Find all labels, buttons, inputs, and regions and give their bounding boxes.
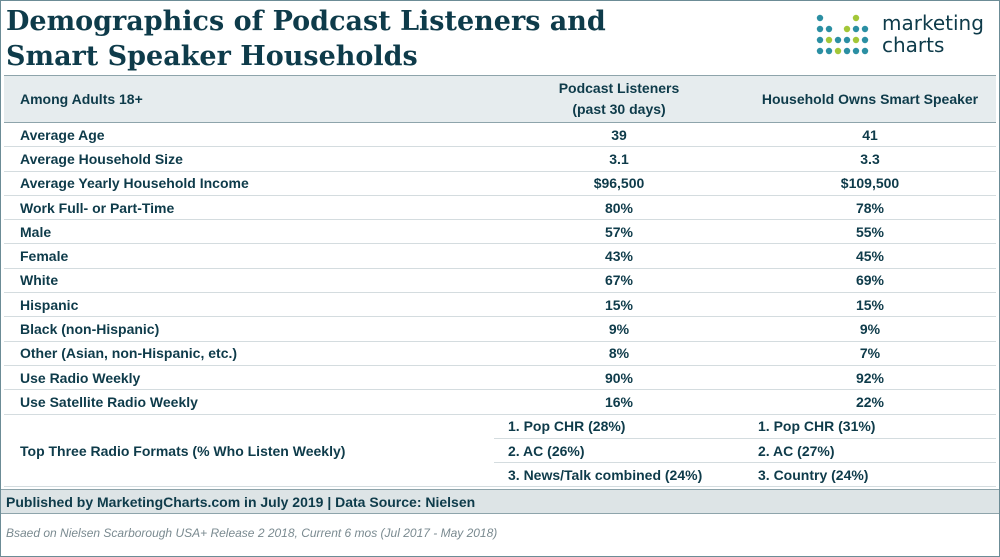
table-row: Use Satellite Radio Weekly 16% 22%	[4, 389, 996, 415]
format-podcast-item: 1. Pop CHR (28%)	[494, 414, 744, 439]
logo-dot	[816, 47, 824, 55]
row-speaker-value: 78%	[744, 195, 996, 221]
title-line-1: Demographics of Podcast Listeners and	[6, 6, 606, 37]
row-label: Work Full- or Part-Time	[4, 195, 494, 221]
table-row: Other (Asian, non-Hispanic, etc.) 8% 7%	[4, 341, 996, 366]
row-speaker-value: 69%	[744, 268, 996, 294]
row-podcast-value: 16%	[494, 389, 744, 415]
row-podcast-value: 8%	[494, 341, 744, 366]
logo-dot	[861, 25, 869, 33]
logo-dot	[834, 36, 842, 44]
row-speaker-value: 9%	[744, 316, 996, 342]
header-podcast-line-1: Podcast Listeners	[558, 80, 680, 96]
row-speaker-value: 3.3	[744, 146, 996, 172]
demographics-table: Among Adults 18+ Podcast Listeners (past…	[4, 75, 996, 488]
row-label: Male	[4, 219, 494, 245]
logo-dot	[825, 36, 833, 44]
row-label: Black (non-Hispanic)	[4, 316, 494, 342]
chart-title: Demographics of Podcast Listeners and Sm…	[6, 4, 706, 74]
logo-dot	[852, 25, 860, 33]
logo-dot	[861, 36, 869, 44]
table-row: Black (non-Hispanic) 9% 9%	[4, 316, 996, 342]
table-row: Average Yearly Household Income $96,500 $1…	[4, 171, 996, 196]
header-smart-speaker: Household Owns Smart Speaker	[744, 75, 996, 123]
logo-dots-icon	[816, 14, 869, 55]
logo-dot	[852, 47, 860, 55]
table-row: Average Age 39 41	[4, 122, 996, 148]
row-speaker-value: 45%	[744, 243, 996, 269]
row-speaker-value: $109,500	[744, 171, 996, 196]
row-podcast-value: $96,500	[494, 171, 744, 196]
title-line-2: Smart Speaker Households	[6, 41, 418, 72]
row-label: Female	[4, 243, 494, 269]
row-podcast-value: 43%	[494, 243, 744, 269]
table-row: White 67% 69%	[4, 268, 996, 294]
formats-label: Top Three Radio Formats (% Who Listen We…	[4, 414, 494, 488]
logo-dot	[834, 47, 842, 55]
row-label: Average Household Size	[4, 146, 494, 172]
row-label: Use Satellite Radio Weekly	[4, 389, 494, 415]
logo-dot	[825, 47, 833, 55]
logo-dot	[852, 36, 860, 44]
format-podcast-item: 2. AC (26%)	[494, 438, 744, 464]
format-podcast-item: 3. News/Talk combined (24%)	[494, 462, 744, 488]
logo-dot	[843, 36, 851, 44]
row-speaker-value: 15%	[744, 292, 996, 318]
row-speaker-value: 22%	[744, 389, 996, 415]
format-row: 3. News/Talk combined (24%) 3. Country (2…	[4, 462, 996, 488]
row-podcast-value: 3.1	[494, 146, 744, 172]
format-speaker-item: 3. Country (24%)	[744, 462, 996, 488]
table-header-row: Among Adults 18+ Podcast Listeners (past…	[4, 75, 996, 123]
row-label: Average Age	[4, 122, 494, 148]
row-podcast-value: 90%	[494, 365, 744, 391]
table-row: Use Radio Weekly 90% 92%	[4, 365, 996, 391]
marketingcharts-logo: marketing charts	[816, 12, 996, 62]
demographics-table-wrap: Among Adults 18+ Podcast Listeners (past…	[4, 75, 996, 488]
row-label: Other (Asian, non-Hispanic, etc.)	[4, 341, 494, 366]
format-row: Top Three Radio Formats (% Who Listen We…	[4, 414, 996, 488]
row-label: Hispanic	[4, 292, 494, 318]
row-speaker-value: 41	[744, 122, 996, 148]
row-podcast-value: 57%	[494, 219, 744, 245]
table-body: Average Age 39 41 Average Household Size 3.1…	[4, 122, 996, 488]
row-podcast-value: 39	[494, 122, 744, 148]
logo-dot	[861, 47, 869, 55]
table-row: Male 57% 55%	[4, 219, 996, 245]
logo-dot	[843, 25, 851, 33]
table-row: Female 43% 45%	[4, 243, 996, 269]
row-speaker-value: 7%	[744, 341, 996, 366]
format-speaker-item: 2. AC (27%)	[744, 438, 996, 464]
logo-dot	[852, 14, 860, 22]
logo-text: marketing charts	[882, 12, 984, 56]
logo-dot	[825, 25, 833, 33]
logo-dot	[816, 14, 824, 22]
row-label: Use Radio Weekly	[4, 365, 494, 391]
format-speaker-item: 1. Pop CHR (31%)	[744, 414, 996, 439]
logo-dot	[843, 47, 851, 55]
logo-line-1: marketing	[882, 11, 984, 35]
logo-line-2: charts	[882, 33, 945, 57]
header-podcast-line-2: (past 30 days)	[572, 101, 666, 117]
row-podcast-value: 9%	[494, 316, 744, 342]
row-speaker-value: 55%	[744, 219, 996, 245]
row-podcast-value: 15%	[494, 292, 744, 318]
row-speaker-value: 92%	[744, 365, 996, 391]
footnote: Bsaed on Nielsen Scarborough USA+ Releas…	[6, 526, 498, 540]
table-row: Average Household Size 3.1 3.3	[4, 146, 996, 172]
table-row: Work Full- or Part-Time 80% 78%	[4, 195, 996, 221]
row-label: Average Yearly Household Income	[4, 171, 494, 196]
format-row: 2. AC (26%) 2. AC (27%)	[4, 438, 996, 464]
header-adults: Among Adults 18+	[4, 75, 494, 123]
footer-source: Published by MarketingCharts.com in July…	[1, 489, 999, 514]
row-podcast-value: 67%	[494, 268, 744, 294]
header-podcast-listeners: Podcast Listeners (past 30 days)	[494, 75, 744, 123]
row-podcast-value: 80%	[494, 195, 744, 221]
table-row: Hispanic 15% 15%	[4, 292, 996, 318]
logo-dot	[816, 36, 824, 44]
row-label: White	[4, 268, 494, 294]
logo-dot	[816, 25, 824, 33]
